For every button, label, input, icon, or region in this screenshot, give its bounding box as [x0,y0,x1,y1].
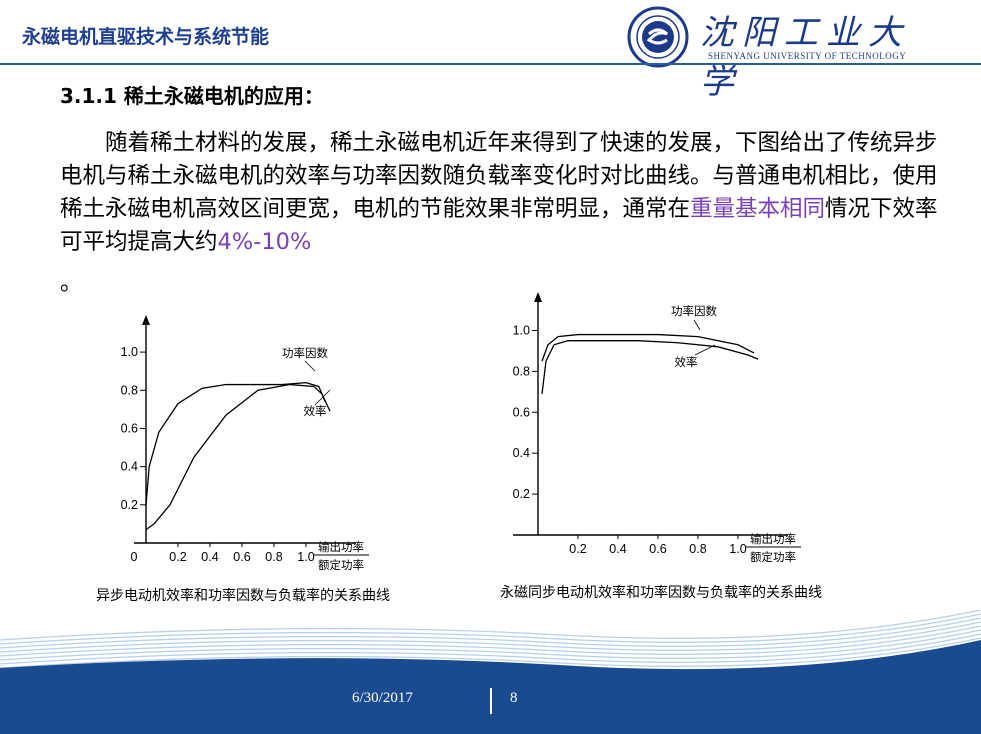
body-paragraph: 随着稀土材料的发展，稀土永磁电机近年来得到了快速的发展，下图给出了传统异步电机与… [60,127,940,259]
x-tick-label: 0.8 [689,542,706,556]
x-label-numerator: 输出功率 [318,540,364,554]
curve-label-leader [694,344,716,356]
header-divider [0,63,981,65]
curve-label-leader [314,389,331,406]
y-axis-arrow-icon [142,315,150,325]
footer-wave-line [0,633,981,665]
y-tick-label: 0.4 [121,460,138,474]
y-tick-label: 0.8 [121,383,138,397]
curve-label: 功率因数 [671,304,717,318]
highlight-weight: 重量基本相同 [690,196,826,222]
x-tick-label: 0.8 [265,550,282,564]
section-heading: 3.1.1 稀土永磁电机的应用： [60,84,324,108]
y-tick-label: 0.2 [513,487,530,501]
x-label-denominator: 额定功率 [318,558,364,572]
x-tick-label: 0.2 [169,550,186,564]
curve-label-leader [304,360,316,372]
curve-label: 效率 [675,355,698,369]
x-label-denominator: 额定功率 [750,550,796,564]
x-tick-label: 1.0 [297,550,314,564]
x-tick-label: 0.4 [609,542,626,556]
x-tick-label: 0.6 [649,542,666,556]
x-tick-label: 0.6 [233,550,250,564]
x-tick-label: 1.0 [729,542,746,556]
x-label-numerator: 输出功率 [750,532,796,546]
curve-label-leader [693,319,701,331]
footer-wave-line [0,610,981,641]
footer-date: 6/30/2017 [352,690,413,706]
async-motor-caption: 异步电动机效率和功率因数与负载率的关系曲线 [96,588,390,604]
curve-label: 功率因数 [282,346,328,360]
series-line-power-factor [541,333,755,362]
y-tick-label: 1.0 [121,345,138,359]
series-line-power-factor [145,383,331,531]
y-tick-label: 0.8 [513,364,530,378]
footer-wave-line [0,621,981,653]
footer-wave-line [0,625,981,657]
university-name-logo: 沈阳工业大学 [700,13,910,102]
y-tick-label: 0.6 [121,421,138,435]
x-tick-label: 0.4 [201,550,218,564]
highlight-percent: 4%-10% [217,229,312,255]
footer-page-number: 8 [510,690,518,706]
paragraph-trailing-mark: 。 [60,271,83,296]
x-tick-label: 0.2 [569,542,586,556]
university-name-en: SHENYANG UNIVERSITY OF TECHNOLOGY [708,51,907,61]
footer-separator [490,688,492,714]
paragraph-text-middle: 情况下效率可平均提高大约 [60,196,938,255]
y-tick-label: 0.2 [121,498,138,512]
y-tick-label: 0.6 [513,405,530,419]
paragraph-text-before: 随着稀土材料的发展，稀土永磁电机近年来得到了快速的发展，下图给出了传统异步电机与… [60,130,938,222]
pm-motor-caption: 永磁同步电动机效率和功率因数与负载率的关系曲线 [500,585,822,601]
curve-label: 效率 [304,404,327,418]
y-tick-label: 0.4 [513,446,530,460]
header-title: 永磁电机直驱技术与系统节能 [22,26,270,48]
series-line-efficiency [541,340,759,394]
footer-wave-line [0,637,981,669]
x-tick-label: 0 [131,550,138,564]
series-line-efficiency [145,381,326,505]
y-axis-arrow-icon [534,292,542,302]
footer-wave-band [0,610,981,734]
footer-wave-line [0,629,981,661]
university-seal-icon [627,6,689,68]
footer-wave-line [0,613,981,645]
y-tick-label: 1.0 [513,323,530,337]
footer-wave-line [0,617,981,649]
